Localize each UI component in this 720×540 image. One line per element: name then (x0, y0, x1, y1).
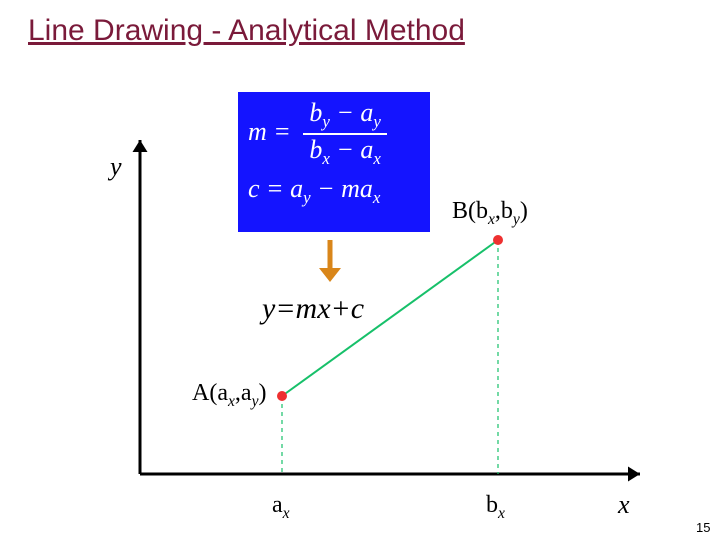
line-ab (282, 240, 498, 396)
arrow-down-head (319, 268, 341, 282)
y-axis-arrow (133, 140, 148, 152)
x-axis-arrow (628, 467, 640, 482)
plot-svg (0, 0, 720, 540)
point-b-dot (493, 235, 503, 245)
point-a-dot (277, 391, 287, 401)
